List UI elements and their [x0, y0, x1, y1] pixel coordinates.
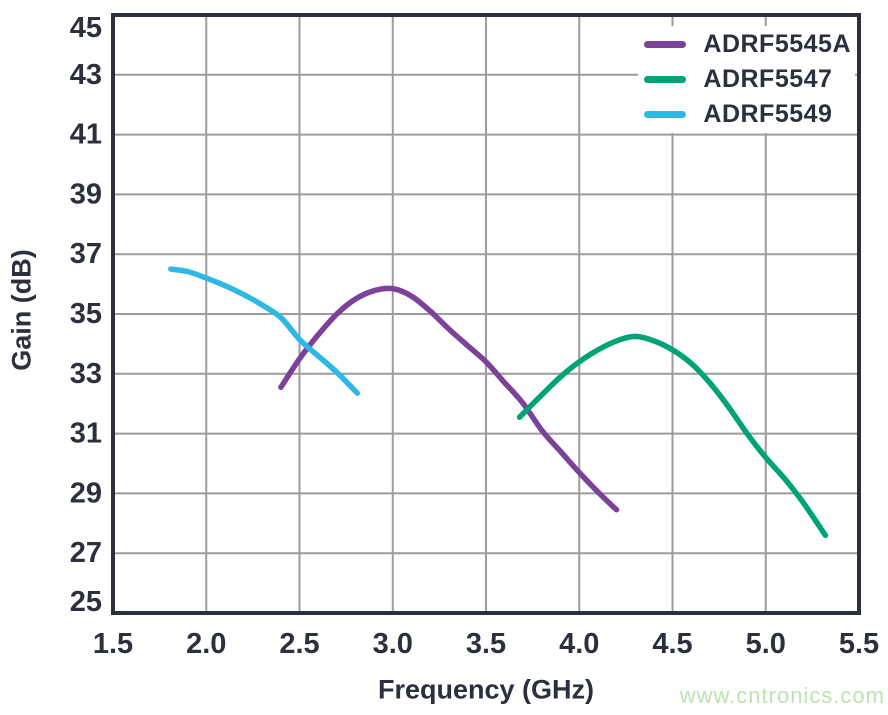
y-tick-label: 33 [70, 358, 102, 390]
x-tick-label: 3.0 [373, 628, 413, 660]
y-tick-label: 41 [70, 119, 102, 151]
plot-frame [111, 13, 861, 615]
x-tick-label: 1.5 [93, 628, 133, 660]
x-tick-label: 2.5 [279, 628, 319, 660]
series-line-ADRF5547 [516, 333, 829, 539]
x-axis-title: Frequency (GHz) [377, 674, 595, 705]
y-tick-label: 35 [70, 298, 102, 330]
legend-label: ADRF5547 [703, 65, 833, 93]
legend-swatch-icon [644, 76, 687, 83]
x-tick-label: 3.5 [466, 628, 506, 660]
y-tick-label: 25 [70, 586, 102, 618]
x-tick-label: 5.5 [839, 628, 879, 660]
y-tick-label: 43 [70, 59, 102, 91]
series-line-ADRF5545A [278, 285, 620, 513]
watermark: www.cntronics.com [679, 683, 885, 708]
x-tick-label: 4.0 [559, 628, 599, 660]
x-tick-label: 4.5 [652, 628, 692, 660]
y-axis-title: Gain (dB) [6, 249, 37, 371]
legend-item-ADRF5549: ADRF5549 [644, 100, 851, 129]
y-tick-label: 27 [70, 537, 102, 569]
x-tick-label: 2.0 [186, 628, 226, 660]
legend-label: ADRF5545A [703, 30, 851, 58]
legend-item-ADRF5545A: ADRF5545A [644, 30, 851, 59]
y-tick-label: 37 [70, 238, 102, 270]
series-line-ADRF5549 [168, 266, 361, 396]
legend-swatch-icon [644, 41, 687, 48]
y-tick-label: 31 [70, 418, 102, 450]
y-tick-label: 45 [70, 12, 102, 44]
legend-swatch-icon [644, 111, 687, 118]
y-tick-label: 29 [70, 477, 102, 509]
legend-item-ADRF5547: ADRF5547 [644, 65, 851, 94]
x-tick-label: 5.0 [746, 628, 786, 660]
legend: ADRF5545A ADRF5547 ADRF5549 [638, 26, 855, 133]
legend-label: ADRF5549 [703, 100, 833, 128]
y-tick-label: 39 [70, 178, 102, 210]
